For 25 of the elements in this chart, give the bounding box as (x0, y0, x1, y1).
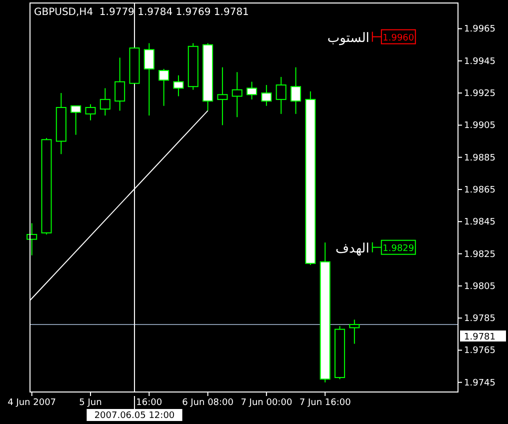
y-tick-label: 1.9805 (464, 282, 496, 292)
ref-line-label: 1.9829 (382, 244, 414, 254)
ref-line-label: 1.9960 (382, 33, 414, 44)
x-tick-label: 7 Jun 16:00 (299, 398, 352, 408)
x-tick-label: 7 Jun 00:00 (240, 398, 292, 408)
x-tick-label: 16:00 (136, 398, 162, 408)
y-tick-label: 1.9785 (464, 314, 496, 324)
chart-title: GBPUSD,H4 1.9779 1.9784 1.9769 1.9781 (34, 7, 249, 18)
ref-line-label: 2007.06.05 12:00 (94, 411, 175, 421)
y-tick-label: 1.9925 (464, 89, 496, 100)
y-tick-label: 1.9865 (464, 185, 496, 196)
x-tick-label: 4 Jun 2007 (8, 398, 56, 408)
x-tick-label: 6 Jun 08:00 (182, 398, 234, 408)
ref-line-label: 1.9781 (464, 332, 496, 342)
y-tick-label: 1.9885 (464, 153, 496, 164)
annotation: الستوب (327, 30, 370, 46)
y-tick-label: 1.9965 (464, 24, 496, 35)
y-tick-label: 1.9945 (464, 56, 496, 67)
y-tick-label: 1.9845 (464, 218, 496, 228)
y-tick-label: 1.9825 (464, 250, 496, 260)
x-tick-label: 5 Jun (79, 398, 102, 408)
annotation: الهدف (336, 241, 370, 256)
y-tick-label: 1.9745 (464, 378, 496, 388)
y-tick-label: 1.9905 (464, 121, 496, 132)
y-tick-label: 1.9765 (464, 346, 496, 356)
